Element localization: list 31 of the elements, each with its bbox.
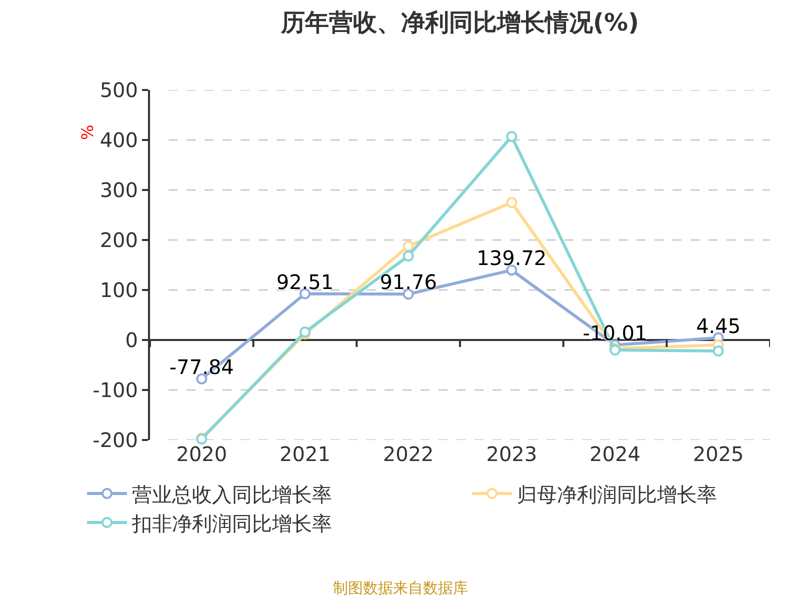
x-tick-label: 2024 <box>590 442 640 466</box>
x-tick-label: 2025 <box>692 442 744 466</box>
y-tick-label: -100 <box>92 378 138 402</box>
y-tick-label: 100 <box>100 278 138 302</box>
legend-label: 归母净利润同比增长率 <box>517 482 717 506</box>
y-tick-label: 400 <box>100 128 138 152</box>
data-label: 92.51 <box>276 270 334 294</box>
x-tick-label: 2021 <box>280 442 330 466</box>
point <box>402 250 414 262</box>
y-axis-title: % <box>78 124 97 140</box>
y-tick-label: 500 <box>100 78 138 102</box>
x-tick-label: 2022 <box>382 442 434 466</box>
x-tick-label: 2023 <box>486 442 538 466</box>
y-tick-label: -200 <box>92 428 138 452</box>
chart-title: 历年营收、净利同比增长情况(%) <box>280 8 639 36</box>
data-label: 139.72 <box>476 246 547 270</box>
point <box>506 131 518 142</box>
y-tick-label: 0 <box>125 328 138 352</box>
text: 制图数据来自数据库 <box>333 579 468 597</box>
point <box>506 197 518 208</box>
y-tick-label: 200 <box>100 228 138 252</box>
x-tick-label: 2020 <box>176 442 228 466</box>
legend-label: 扣非净利润同比增长率 <box>131 511 332 536</box>
data-label: 4.45 <box>696 314 741 338</box>
point <box>402 240 414 252</box>
point <box>712 346 724 356</box>
data-label: -77.84 <box>169 354 234 379</box>
legend-label: 营业总收入同比增长率 <box>132 482 332 506</box>
y-tick-label: 300 <box>100 178 138 202</box>
data-label: -10.01 <box>582 321 648 346</box>
data-label: 91.76 <box>380 270 437 294</box>
